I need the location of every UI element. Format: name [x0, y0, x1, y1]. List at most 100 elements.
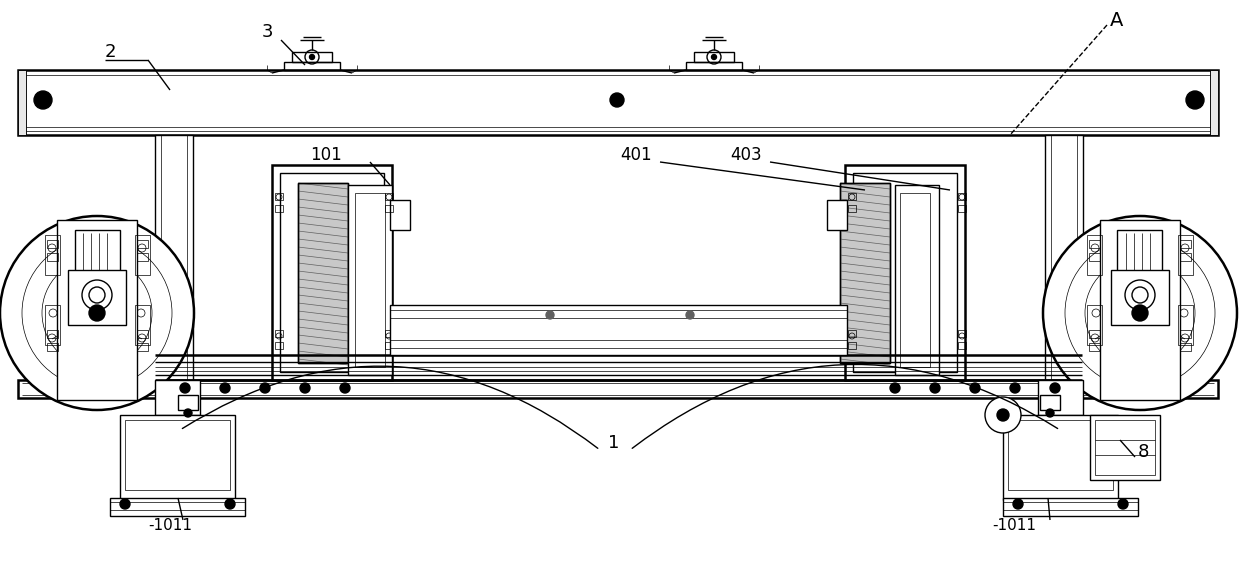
- Bar: [1118, 230, 1162, 285]
- Circle shape: [89, 305, 105, 321]
- Text: 8: 8: [1137, 443, 1150, 461]
- Bar: [1178, 235, 1193, 275]
- Bar: [161, 135, 187, 390]
- Bar: [686, 62, 742, 70]
- Bar: [1004, 498, 1137, 516]
- Bar: [273, 165, 392, 380]
- Bar: [1087, 235, 1101, 275]
- Bar: [958, 330, 966, 337]
- Circle shape: [997, 409, 1009, 421]
- Bar: [847, 342, 856, 349]
- Bar: [1111, 270, 1170, 325]
- Bar: [275, 342, 282, 349]
- Circle shape: [1132, 305, 1149, 321]
- Bar: [1180, 330, 1191, 338]
- Bar: [356, 193, 385, 367]
- Bar: [845, 165, 965, 380]
- Bar: [694, 52, 733, 62]
- Bar: [155, 135, 193, 390]
- Circle shape: [1014, 499, 1023, 509]
- Bar: [1089, 330, 1100, 338]
- Bar: [76, 230, 120, 285]
- Bar: [1090, 415, 1160, 480]
- Bar: [19, 380, 1218, 398]
- Bar: [19, 70, 26, 135]
- Bar: [45, 235, 59, 275]
- Circle shape: [310, 55, 315, 60]
- Circle shape: [1010, 383, 1020, 393]
- Circle shape: [339, 383, 349, 393]
- Bar: [125, 420, 230, 490]
- Circle shape: [185, 409, 192, 417]
- Bar: [840, 183, 890, 363]
- Bar: [110, 498, 245, 516]
- Bar: [958, 342, 966, 349]
- Bar: [47, 253, 58, 261]
- Circle shape: [1046, 409, 1054, 417]
- Text: A: A: [1110, 10, 1124, 30]
- Bar: [57, 220, 138, 400]
- Bar: [1087, 305, 1101, 345]
- Bar: [155, 380, 199, 415]
- Bar: [68, 270, 126, 325]
- Bar: [1095, 420, 1155, 475]
- Circle shape: [1043, 216, 1237, 410]
- Bar: [847, 205, 856, 212]
- Bar: [19, 70, 1218, 135]
- Bar: [138, 253, 147, 261]
- Circle shape: [890, 383, 900, 393]
- Bar: [1089, 343, 1100, 351]
- Circle shape: [225, 499, 235, 509]
- Bar: [385, 330, 393, 337]
- Circle shape: [610, 93, 624, 107]
- Bar: [1180, 253, 1191, 261]
- Text: 2: 2: [105, 43, 116, 61]
- Bar: [135, 305, 150, 345]
- Bar: [1089, 253, 1100, 261]
- Circle shape: [300, 383, 310, 393]
- Bar: [1051, 135, 1077, 390]
- Text: 403: 403: [730, 146, 762, 164]
- Circle shape: [930, 383, 940, 393]
- Bar: [1180, 343, 1191, 351]
- Bar: [840, 183, 890, 363]
- Bar: [275, 193, 282, 200]
- Bar: [47, 330, 58, 338]
- Bar: [1180, 240, 1191, 248]
- Bar: [1004, 415, 1118, 500]
- Bar: [958, 205, 966, 212]
- Bar: [1038, 380, 1083, 415]
- Circle shape: [1049, 383, 1061, 393]
- Bar: [138, 240, 147, 248]
- Bar: [958, 193, 966, 200]
- Bar: [45, 305, 59, 345]
- Bar: [1089, 240, 1100, 248]
- Text: 3: 3: [261, 23, 274, 41]
- Text: 1: 1: [608, 434, 620, 452]
- Bar: [47, 343, 58, 351]
- Circle shape: [686, 311, 694, 319]
- Circle shape: [711, 55, 716, 60]
- Bar: [280, 173, 384, 372]
- Bar: [1100, 220, 1180, 400]
- Text: -1011: -1011: [992, 517, 1036, 533]
- Bar: [1211, 70, 1218, 135]
- Bar: [900, 193, 930, 367]
- Bar: [1040, 395, 1061, 410]
- Text: 101: 101: [310, 146, 342, 164]
- Bar: [1211, 70, 1218, 135]
- Bar: [284, 62, 339, 70]
- Bar: [390, 305, 847, 355]
- Bar: [385, 193, 393, 200]
- Circle shape: [221, 383, 230, 393]
- Bar: [275, 205, 282, 212]
- Bar: [852, 173, 957, 372]
- Circle shape: [0, 216, 195, 410]
- Circle shape: [985, 397, 1021, 433]
- Circle shape: [1186, 91, 1204, 109]
- Bar: [826, 200, 847, 230]
- Circle shape: [546, 311, 554, 319]
- Text: -1011: -1011: [147, 517, 192, 533]
- Bar: [292, 52, 332, 62]
- Circle shape: [33, 91, 52, 109]
